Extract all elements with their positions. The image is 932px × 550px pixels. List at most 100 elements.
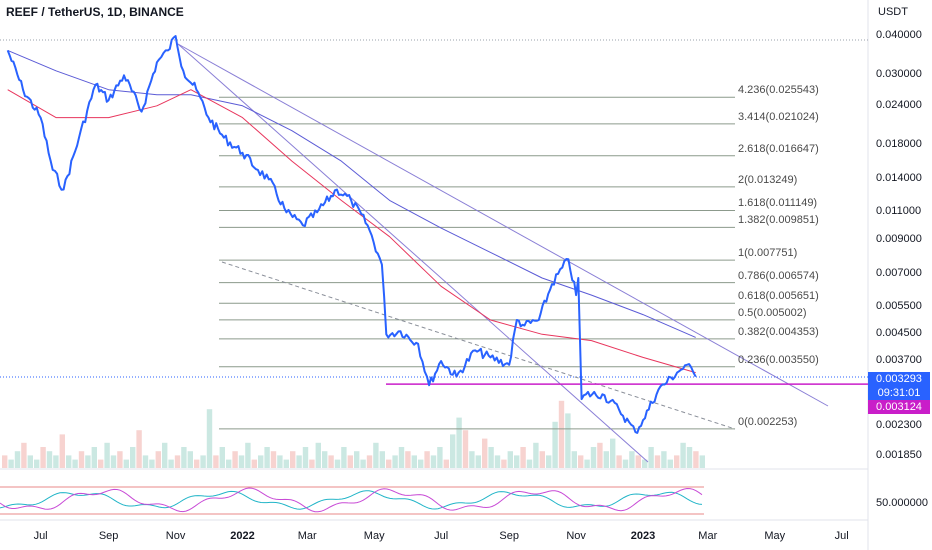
volume-bar	[392, 455, 398, 468]
volume-bar	[373, 442, 379, 468]
volume-bar	[379, 451, 385, 468]
volume-bar	[238, 455, 245, 468]
volume-bar	[450, 434, 456, 468]
price-tick-label: 0.005500	[876, 299, 922, 312]
time-tick-label: Nov	[566, 530, 586, 542]
price-tick-label: 0.001850	[876, 448, 922, 461]
volume-bar	[680, 442, 686, 468]
fib-level-label: 2(0.013249)	[738, 173, 798, 186]
time-tick-label: 2023	[630, 530, 656, 542]
volume-bar	[270, 451, 277, 468]
volume-bar	[622, 459, 629, 468]
volume-bar	[130, 447, 136, 468]
rsi-line	[0, 487, 703, 513]
fib-level-label: 0(0.002253)	[738, 415, 798, 428]
volume-bar	[334, 459, 341, 468]
time-tick-label: May	[363, 530, 385, 542]
fib-level-label: 2.618(0.016647)	[738, 142, 819, 155]
fib-level-label: 0.618(0.005651)	[738, 290, 819, 303]
volume-bar	[411, 455, 417, 468]
volume-bar	[507, 451, 513, 468]
volume-bar	[629, 451, 635, 468]
price-tick-label: 0.018000	[876, 138, 922, 151]
volume-bar	[98, 459, 104, 468]
volume-bar	[46, 451, 53, 468]
volume-bar	[494, 455, 501, 468]
volume-bar	[21, 442, 27, 468]
ma-blue-line	[7, 49, 696, 338]
fib-level-label: 0.382(0.004353)	[738, 325, 819, 338]
volume-bar	[482, 438, 488, 468]
volume-bar	[142, 455, 149, 468]
volume-bar	[149, 459, 155, 468]
fib-level-label: 0.5(0.005002)	[738, 306, 807, 319]
volume-bar	[258, 455, 264, 468]
fib-level-label: 3.414(0.021024)	[738, 110, 819, 123]
price-tick-label: 0.024000	[876, 98, 922, 111]
volume-bar	[226, 459, 232, 468]
volume-bar	[110, 455, 117, 468]
fib-level-label: 1.618(0.011149)	[738, 197, 818, 210]
trend-line-lower[interactable]	[177, 43, 649, 463]
volume-bar	[2, 455, 8, 468]
time-tick-label: Jul	[434, 530, 449, 542]
volume-bar	[430, 455, 437, 468]
volume-bar	[187, 451, 193, 468]
volume-bar	[667, 459, 673, 468]
volume-bar	[168, 459, 174, 468]
fib-level-label: 1(0.007751)	[738, 247, 798, 260]
volume-bar	[693, 451, 699, 468]
volume-bar	[501, 459, 507, 468]
indicator-value: 50.000000	[876, 497, 928, 509]
volume-bar	[578, 455, 584, 468]
price-tick-label: 0.011000	[876, 205, 922, 218]
volume-bar	[437, 447, 443, 468]
price-tick-label: 0.030000	[876, 68, 922, 81]
volume-bar	[443, 459, 449, 468]
volume-bar	[53, 455, 59, 468]
volume-bar	[251, 459, 257, 468]
volume-bar	[654, 455, 661, 468]
time-tick-label: Jul	[834, 530, 849, 542]
volume-bar	[78, 451, 85, 468]
volume-bar	[219, 447, 225, 468]
time-tick-label: Mar	[297, 530, 317, 542]
volume-bar	[322, 451, 328, 468]
volume-bar	[398, 447, 405, 468]
volume-bar	[309, 459, 315, 468]
fib-level-label: 4.236(0.025543)	[738, 84, 819, 97]
volume-bar	[584, 459, 590, 468]
volume-bar	[462, 430, 469, 468]
volume-bar	[514, 455, 520, 468]
volume-bar	[539, 451, 545, 468]
time-tick-label: Sep	[98, 530, 119, 542]
volume-bar	[296, 455, 302, 468]
volume-bar	[405, 451, 411, 468]
volume-bar	[418, 459, 424, 468]
trend-line-upper[interactable]	[177, 43, 829, 407]
time-tick-label: Sep	[499, 530, 519, 542]
volume-bar	[40, 447, 46, 468]
volume-bar	[469, 451, 475, 468]
volume-bar	[85, 455, 91, 468]
volume-bar	[475, 455, 481, 468]
volume-bar	[232, 451, 238, 468]
volume-bar	[526, 459, 533, 468]
volume-bar	[488, 447, 494, 468]
volume-bar	[59, 434, 65, 468]
volume-bar	[571, 451, 577, 468]
volume-bar	[386, 459, 392, 468]
volume-bar	[552, 421, 558, 468]
volume-bar	[565, 413, 571, 468]
dashed-trend-line[interactable]	[221, 261, 736, 430]
fib-level-label: 0.786(0.006574)	[738, 269, 819, 282]
volume-bar	[635, 455, 641, 468]
time-tick-label: May	[764, 530, 786, 542]
volume-bar	[699, 455, 705, 468]
price-tick-label: 0.003700	[876, 354, 922, 367]
volume-bar	[533, 442, 539, 468]
volume-bar	[354, 451, 360, 468]
ma-red-line	[7, 89, 696, 374]
volume-bar	[277, 455, 283, 468]
